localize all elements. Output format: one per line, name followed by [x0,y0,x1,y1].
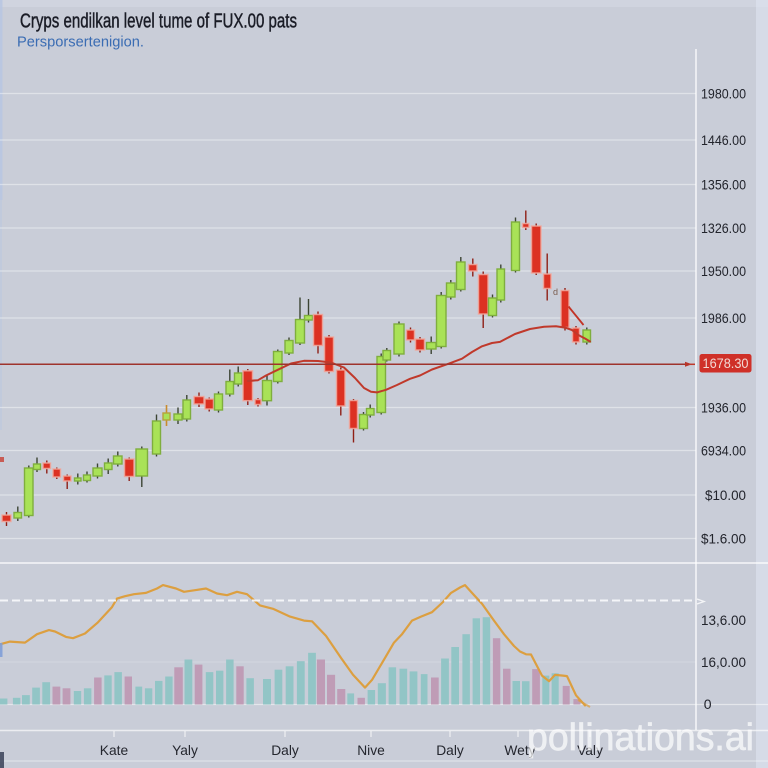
svg-text:1950.00: 1950.00 [701,264,746,280]
svg-text:1326.00: 1326.00 [701,221,746,237]
svg-text:Nive: Nive [357,743,385,758]
svg-text:6934.00: 6934.00 [701,444,746,460]
svg-text:Daly: Daly [271,743,299,758]
svg-text:d: d [553,287,558,297]
svg-text:13,6.00: 13,6.00 [701,613,746,629]
svg-text:Kate: Kate [100,743,129,758]
svg-text:16,0.00: 16,0.00 [701,655,746,671]
svg-text:1356.00: 1356.00 [701,178,746,194]
svg-text:Daly: Daly [436,743,464,758]
svg-text:Wety: Wety [504,743,535,758]
svg-text:$1.6.00: $1.6.00 [701,532,746,548]
svg-text:1678.30: 1678.30 [703,355,749,371]
svg-text:1980.00: 1980.00 [701,87,746,103]
svg-text:1936.00: 1936.00 [701,401,746,417]
svg-text:1986.00: 1986.00 [701,311,746,327]
svg-text:Cryps endilkan level tume of F: Cryps endilkan level tume of FUX.00 pats [20,11,297,33]
svg-text:0: 0 [704,696,712,712]
svg-text:Yaly: Yaly [172,743,198,758]
svg-text:$10.00: $10.00 [705,488,746,504]
svg-text:pollinations.ai: pollinations.ai [527,717,754,759]
svg-text:1446.00: 1446.00 [701,133,746,149]
svg-text:Persporsertenigion.: Persporsertenigion. [17,34,144,51]
svg-text:Valy: Valy [577,743,603,758]
